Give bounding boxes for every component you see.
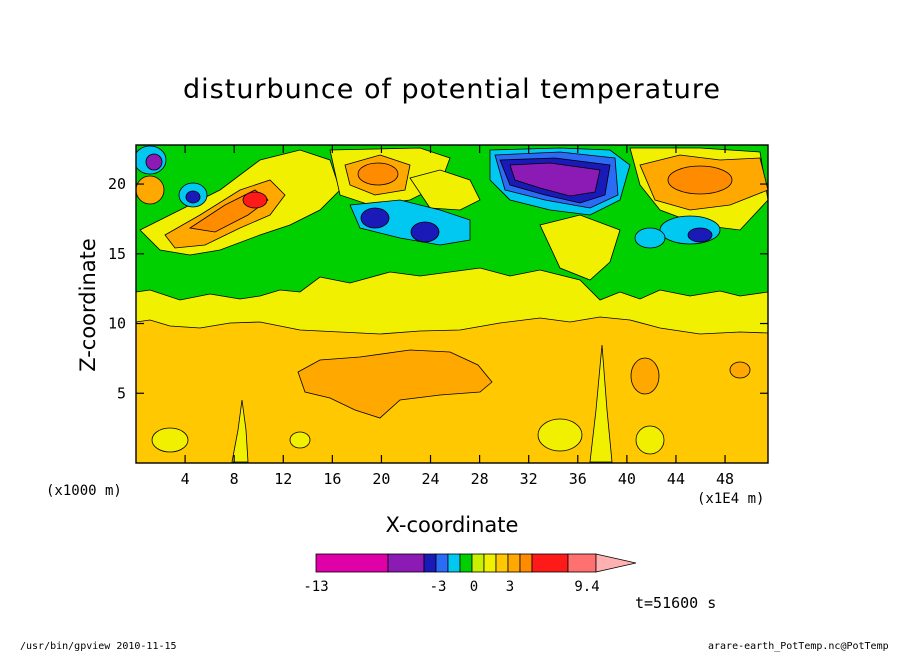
lower-yellow-patch — [231, 399, 249, 463]
y-tick-label: 20 — [108, 175, 126, 193]
lower-warm-patch — [630, 357, 660, 395]
lower-yellow-patch — [151, 427, 189, 453]
cold-cell — [659, 215, 721, 245]
cold-cell — [360, 207, 390, 229]
colorbar-segment — [447, 553, 461, 573]
colorbar-segment — [507, 553, 521, 573]
colorbar-label: -13 — [303, 579, 328, 595]
time-label: t=51600 s — [635, 594, 717, 612]
colorbar-segment — [519, 553, 533, 573]
x-unit-right: (x1E4 m) — [697, 491, 765, 507]
colorbar-segment — [459, 553, 473, 573]
x-tick-label: 12 — [274, 470, 292, 488]
y-tick-label: 5 — [117, 384, 126, 402]
x-tick-label: 32 — [520, 470, 538, 488]
colorbar-arrow — [595, 553, 637, 573]
cold-cell — [145, 153, 163, 171]
lower-warm-patch — [729, 361, 751, 379]
x-tick-label: 8 — [230, 470, 239, 488]
x-tick-label: 44 — [667, 470, 685, 488]
lower-warm-patch — [297, 349, 493, 419]
cold-cell — [509, 162, 601, 197]
x-axis-label: X-coordinate — [385, 513, 519, 537]
colorbar-label: -3 — [430, 579, 447, 595]
contour-field — [136, 145, 768, 463]
warm-cell — [357, 162, 399, 186]
colorbar-segment — [495, 553, 509, 573]
colorbar-label: 3 — [506, 579, 514, 595]
lower-yellow-patch — [537, 418, 583, 452]
footer-left: /usr/bin/gpview 2010-11-15 — [20, 641, 177, 652]
lower-yellow-patch — [289, 431, 311, 449]
x-tick-label: 28 — [471, 470, 489, 488]
colorbar-segment — [531, 553, 569, 573]
cold-cell — [410, 221, 440, 243]
yellow-patch — [539, 214, 621, 281]
colorbar-segment — [471, 553, 485, 573]
colorbar-segment — [483, 553, 497, 573]
lower-yellow-patch — [635, 425, 665, 455]
colorbar: -13 -3 0 3 9.4 — [303, 553, 637, 595]
y-tick-label: 10 — [108, 315, 126, 333]
footer-right: arare-earth_PotTemp.nc@PotTemp — [708, 641, 889, 652]
warm-cell — [667, 165, 733, 195]
colorbar-segment — [315, 553, 389, 573]
x-tick-label: 20 — [372, 470, 390, 488]
warm-cell — [136, 175, 165, 205]
x-tick-label: 16 — [323, 470, 341, 488]
colorbar-label: 9.4 — [574, 579, 599, 595]
chart-title: disturbunce of potential temperature — [183, 74, 721, 105]
colorbar-segment — [423, 553, 437, 573]
x-tick-label: 4 — [181, 470, 190, 488]
plot-frame — [135, 144, 769, 464]
colorbar-segment — [435, 553, 449, 573]
warm-cell — [242, 191, 268, 209]
colorbar-label: 0 — [470, 579, 478, 595]
cold-cell — [687, 227, 713, 243]
y-tick-label: 15 — [108, 245, 126, 263]
colorbar-segment — [387, 553, 425, 573]
cold-cell — [634, 227, 666, 249]
x-unit-left: (x1000 m) — [46, 483, 122, 499]
x-tick-label: 36 — [569, 470, 587, 488]
x-tick-label: 48 — [716, 470, 734, 488]
cold-cell — [185, 190, 201, 204]
colorbar-segment — [567, 553, 597, 573]
x-tick-label: 40 — [618, 470, 636, 488]
lower-yellow-patch — [589, 344, 613, 463]
x-tick-label: 24 — [421, 470, 439, 488]
y-axis-label: Z-coordinate — [76, 238, 100, 372]
